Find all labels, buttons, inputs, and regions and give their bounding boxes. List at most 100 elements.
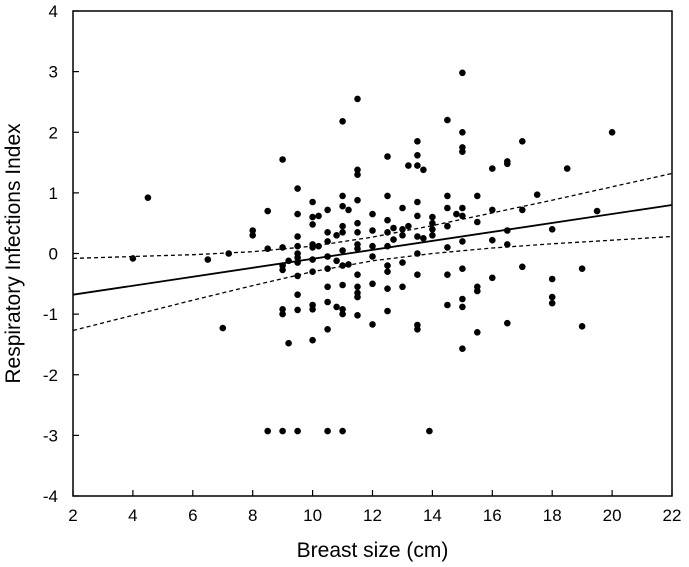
- data-point: [294, 254, 301, 261]
- data-point: [249, 232, 256, 239]
- y-tick-label: 1: [49, 184, 58, 203]
- data-point: [354, 229, 361, 236]
- data-point: [324, 229, 331, 236]
- data-point: [384, 307, 391, 315]
- data-point: [489, 274, 496, 282]
- data-point: [264, 427, 272, 435]
- data-point: [354, 196, 361, 204]
- plot-frame: [72, 10, 673, 497]
- data-point: [309, 198, 316, 206]
- data-point: [399, 259, 406, 266]
- data-point: [459, 303, 466, 311]
- data-point: [354, 95, 361, 103]
- data-point: [369, 210, 376, 218]
- data-point: [414, 152, 421, 159]
- data-point: [593, 207, 601, 215]
- data-point: [420, 235, 427, 242]
- y-tick-label: 3: [49, 63, 58, 82]
- x-tick-label: 16: [483, 506, 502, 525]
- data-point: [324, 265, 331, 273]
- x-tick-label: 2: [68, 506, 77, 525]
- x-axis-title: Breast size (cm): [297, 539, 449, 562]
- data-point: [405, 162, 412, 169]
- data-point: [294, 291, 301, 299]
- data-point: [578, 323, 586, 330]
- data-point: [369, 280, 376, 288]
- data-point: [339, 427, 346, 435]
- data-point: [414, 138, 421, 145]
- data-point: [459, 238, 466, 245]
- data-point: [309, 336, 316, 344]
- data-point: [204, 256, 212, 263]
- data-point: [345, 261, 352, 268]
- data-point: [339, 281, 346, 289]
- data-point: [414, 271, 421, 279]
- data-point: [294, 427, 301, 435]
- x-tick-label: 14: [423, 506, 442, 525]
- data-point: [339, 192, 346, 200]
- data-point: [354, 283, 361, 291]
- data-point: [390, 236, 397, 243]
- data-point: [315, 242, 322, 250]
- data-point: [459, 148, 466, 155]
- x-tick-label: 22: [663, 506, 682, 525]
- regression-line: [72, 204, 673, 296]
- data-point: [519, 206, 526, 214]
- data-point: [474, 192, 481, 200]
- data-point: [426, 427, 433, 435]
- data-point: [333, 303, 340, 311]
- x-tick-label: 12: [363, 506, 382, 525]
- data-point: [324, 283, 331, 291]
- y-tick-label: 0: [49, 245, 58, 264]
- data-point: [474, 329, 481, 336]
- data-point: [369, 242, 376, 250]
- data-point: [279, 244, 286, 251]
- data-point: [279, 156, 286, 163]
- data-points: [129, 69, 616, 435]
- data-point: [309, 244, 316, 251]
- y-axis-title: Respiratory Infections Index: [2, 123, 25, 384]
- data-point: [264, 245, 272, 252]
- data-point: [504, 319, 511, 327]
- data-point: [369, 253, 376, 260]
- data-point: [459, 265, 466, 273]
- data-point: [339, 310, 346, 318]
- data-point: [339, 306, 346, 313]
- data-point: [279, 266, 286, 274]
- data-point: [444, 244, 451, 251]
- y-tick-label: 2: [49, 123, 58, 142]
- y-tick-label: -1: [43, 305, 58, 324]
- data-point: [384, 285, 391, 293]
- data-point: [578, 265, 586, 273]
- data-point: [414, 326, 421, 333]
- data-point: [294, 210, 301, 218]
- y-tick-label: 4: [49, 2, 58, 21]
- data-point: [264, 207, 272, 215]
- data-point: [453, 210, 460, 218]
- data-point: [414, 233, 421, 240]
- x-tick-label: 20: [603, 506, 622, 525]
- data-point: [324, 427, 331, 435]
- data-point: [519, 263, 526, 271]
- data-point: [429, 232, 436, 239]
- data-point: [548, 299, 556, 307]
- data-point: [294, 272, 301, 280]
- data-point: [285, 257, 292, 265]
- data-point: [144, 194, 152, 201]
- data-point: [414, 212, 421, 220]
- data-point: [533, 191, 541, 198]
- data-point: [399, 283, 406, 291]
- data-point: [285, 339, 292, 347]
- data-point: [414, 250, 421, 257]
- data-point: [324, 253, 331, 260]
- data-point: [384, 229, 391, 236]
- data-point: [444, 301, 451, 309]
- data-point: [315, 212, 322, 220]
- data-point: [309, 306, 316, 313]
- data-point: [489, 165, 496, 172]
- data-point: [414, 162, 421, 169]
- y-tick-label: -3: [43, 426, 58, 445]
- data-point: [504, 241, 511, 248]
- data-point: [333, 232, 340, 239]
